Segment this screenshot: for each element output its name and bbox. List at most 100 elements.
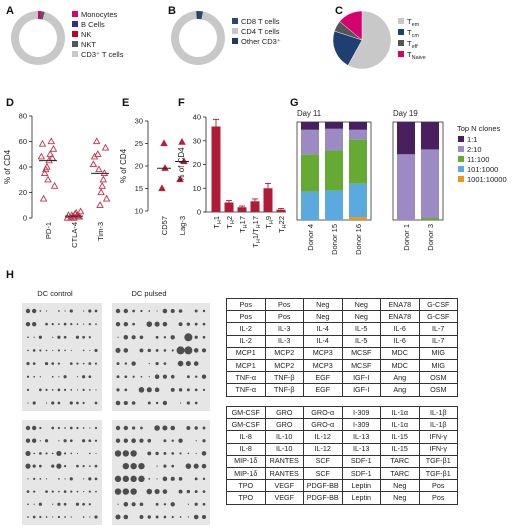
category-label-F-4: TH9: [264, 216, 275, 229]
legend-A-swatch-3: [72, 41, 78, 47]
blot-spot-3: [138, 462, 145, 470]
table-row: Pos Pos Neg Neg ENA78 G-CSF: [226, 310, 458, 324]
blot-spot-2: [64, 516, 66, 518]
blot-spot-3: [179, 516, 182, 518]
blot-spot-3: [130, 462, 137, 470]
blot-spot-2: [88, 465, 91, 467]
table-cell: TNF-β: [264, 371, 304, 385]
blot-spot-2: [51, 464, 55, 468]
blot-spot-1: [124, 388, 128, 392]
blot-spot-2: [82, 427, 85, 429]
blot-spot-0: [83, 323, 85, 325]
blot-spot-1: [194, 375, 198, 378]
blot-spot-2: [39, 478, 42, 480]
blot-spot-3: [122, 462, 130, 470]
blot-spot-3: [202, 477, 206, 481]
legend-G-label-1: 2:10: [467, 145, 482, 154]
group-title-G-1: Day 19: [393, 109, 418, 118]
point-D-2-10: [96, 201, 104, 208]
blot-spot-1: [154, 387, 160, 393]
blot-spot-0: [31, 308, 37, 314]
blot-spot-2: [94, 426, 98, 430]
blot-spot-1: [170, 335, 175, 340]
blot-spot-2: [70, 490, 73, 493]
blot-spot-3: [194, 426, 198, 430]
blot-spot-2: [57, 502, 61, 506]
legend-A-swatch-2: [72, 31, 78, 37]
table-cell: IL-1α: [380, 418, 420, 432]
table-cell: IL-3: [264, 322, 304, 336]
blot-spot-2: [94, 477, 98, 481]
blot-spot-3: [162, 425, 168, 431]
blot-spot-0: [25, 321, 31, 327]
category-label-F-0: TH1: [212, 216, 223, 229]
blot-spot-3: [123, 514, 129, 520]
blot-spot-1: [193, 348, 199, 353]
blot-spot-2: [25, 463, 31, 469]
blot-spot-2: [31, 438, 37, 443]
panel-label-E: E: [122, 97, 129, 109]
point-D-1-9: [72, 208, 80, 216]
point-D-2-0: [89, 160, 98, 168]
blot-spot-2: [69, 439, 73, 443]
blot-spot-2: [83, 478, 85, 480]
blot-spot-2: [82, 439, 86, 443]
point-D-1-7: [76, 207, 85, 215]
tick-label-D-3: 60: [19, 137, 27, 146]
blot-spot-0: [58, 376, 60, 378]
blot-spot-3: [123, 501, 129, 507]
table-cell: Neg: [380, 491, 420, 505]
table-cell: Ang: [380, 371, 420, 385]
blot-spot-0: [69, 362, 73, 365]
blot-spot-0: [95, 389, 97, 391]
table-cell: ENA78: [380, 297, 420, 312]
blot-spot-0: [88, 389, 91, 391]
category-label-F-3: TH1/TH17: [251, 216, 262, 248]
blot-spot-1: [184, 333, 193, 342]
panel-label-D: D: [6, 97, 14, 109]
donut-A-slice-4: [10, 11, 65, 65]
legend-C-label-3: TNaive: [407, 50, 426, 61]
blot-spot-2: [76, 490, 79, 493]
blot-spot-3: [130, 450, 137, 457]
point-D-0-2: [47, 137, 56, 145]
blot-spot-2: [26, 490, 30, 493]
blot-spot-1: [132, 322, 135, 326]
panel-label-G: G: [290, 97, 299, 109]
blot-spot-2: [82, 502, 85, 506]
blot-spot-1: [178, 309, 183, 313]
blot-spot-3: [117, 503, 119, 505]
legend-A-swatch-4: [72, 51, 78, 57]
table-cell: IL-5: [341, 322, 381, 336]
table-cell: TNF-β: [264, 383, 304, 397]
blot-spot-3: [194, 477, 198, 481]
blot-spot-0: [94, 309, 98, 313]
table-cell: IL-7: [418, 334, 458, 348]
blot-spot-1: [116, 375, 120, 379]
blot-spot-0: [83, 310, 85, 312]
table-cell: TGF-β1: [418, 454, 458, 468]
cytokine-table-1: Pos Pos Neg Neg ENA78 G-CSF Pos Pos Neg Neg ENA78 G…: [226, 297, 458, 397]
point-D-2-8: [100, 169, 109, 176]
point-D-2-4: [95, 165, 103, 173]
bar-G-4-1: [421, 149, 439, 219]
blot-spot-0: [82, 388, 85, 391]
blot-spot-0: [63, 375, 67, 379]
donut-B-slice-2: [196, 11, 198, 20]
blot-spot-2: [25, 438, 31, 443]
blot-spot-1: [178, 322, 183, 327]
category-label-E-1: Lag-3: [178, 216, 187, 235]
blot-spot-2: [58, 478, 60, 480]
blot-spot-0: [27, 402, 29, 404]
blot-spot-1: [194, 322, 198, 326]
point-E-0-0: [158, 184, 166, 192]
blot-spot-1: [162, 374, 167, 379]
blot-spot-0: [82, 335, 85, 339]
blot-spot-2: [27, 478, 29, 480]
blot-spot-2: [83, 490, 85, 493]
blot-spot-2: [63, 490, 67, 493]
bar-G-1-1: [325, 128, 343, 151]
bar-G-0-2: [301, 154, 319, 192]
point-D-2-3: [97, 188, 105, 196]
tick-label-D-0: 0: [23, 214, 27, 223]
